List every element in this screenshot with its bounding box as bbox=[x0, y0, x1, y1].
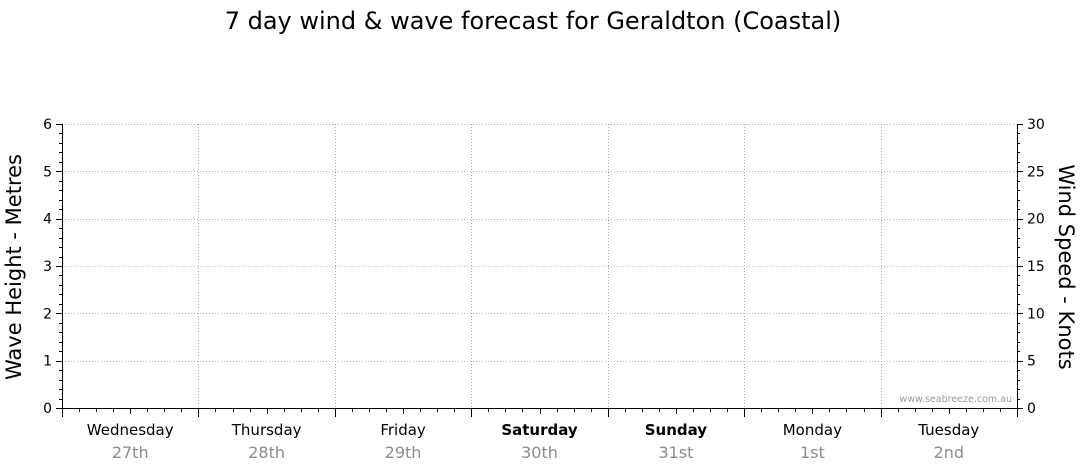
day-label-date: 28th bbox=[248, 443, 285, 462]
day-label-name: Thursday bbox=[231, 421, 302, 439]
day-label-date: 1st bbox=[800, 443, 825, 462]
day-label-name: Wednesday bbox=[87, 421, 174, 439]
axes bbox=[56, 124, 1023, 417]
y-tick-label: 6 bbox=[43, 117, 52, 133]
y-tick-label: 3 bbox=[43, 259, 52, 275]
day-label-name: Saturday bbox=[501, 421, 578, 439]
y2-tick-label: 0 bbox=[1027, 401, 1036, 417]
day-label-name: Tuesday bbox=[917, 421, 979, 439]
y-axis-title: Wave Height - Metres bbox=[2, 154, 26, 380]
day-label-date: 27th bbox=[112, 443, 149, 462]
day-label-date: 29th bbox=[385, 443, 422, 462]
y2-axis-title: Wind Speed - Knots bbox=[1054, 164, 1078, 369]
y-tick-label: 2 bbox=[43, 306, 52, 322]
y-tick-label: 5 bbox=[43, 164, 52, 180]
y2-tick-label: 15 bbox=[1027, 259, 1045, 275]
day-label-name: Friday bbox=[380, 421, 426, 439]
y2-tick-label: 25 bbox=[1027, 164, 1045, 180]
y-tick-label: 0 bbox=[43, 401, 52, 417]
chart-title: 7 day wind & wave forecast for Geraldton… bbox=[225, 7, 842, 35]
y-tick-label: 4 bbox=[43, 212, 52, 228]
grid bbox=[62, 124, 1017, 408]
y2-tick-label: 10 bbox=[1027, 306, 1045, 322]
watermark: www.seabreeze.com.au bbox=[900, 394, 1013, 405]
y-tick-label: 1 bbox=[43, 354, 52, 370]
axis-labels: 0 1 2 3 4 5 6 0 5 10 15 20 25 30 Wednesday 27th Thursday… bbox=[43, 117, 1045, 462]
y2-tick-label: 5 bbox=[1027, 354, 1036, 370]
y2-tick-label: 30 bbox=[1027, 117, 1045, 133]
y2-tick-label: 20 bbox=[1027, 212, 1045, 228]
day-label-date: 30th bbox=[521, 443, 558, 462]
day-label-date: 31st bbox=[658, 443, 693, 462]
day-label-name: Sunday bbox=[645, 421, 708, 439]
day-label-date: 2nd bbox=[934, 443, 964, 462]
day-label-name: Monday bbox=[783, 421, 842, 439]
